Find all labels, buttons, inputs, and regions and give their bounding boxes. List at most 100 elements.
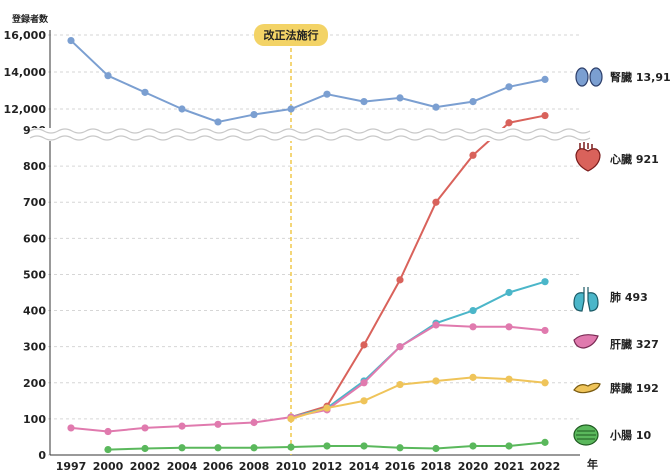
data-point	[541, 111, 549, 120]
series-lung	[287, 278, 549, 421]
data-point	[104, 72, 112, 80]
data-point	[178, 105, 186, 113]
data-point	[287, 443, 295, 451]
tick-labels: 16,00014,00012,0009008007006005004003002…	[4, 29, 561, 472]
data-point	[432, 103, 440, 111]
intestine-icon	[573, 424, 599, 446]
lung-icon	[573, 287, 599, 312]
data-point	[214, 444, 222, 452]
x-tick-label: 2010	[276, 460, 307, 472]
legend-label: 腎臓 13,917	[610, 70, 671, 84]
axis-break-wave-top	[29, 128, 591, 134]
legend-label: 心臓 921	[610, 152, 659, 166]
x-tick-label: 2000	[93, 460, 124, 472]
data-point	[323, 442, 331, 450]
data-point	[141, 88, 149, 96]
data-point	[250, 418, 258, 427]
data-point	[505, 119, 513, 127]
data-point	[541, 326, 549, 335]
y-tick-label: 800	[23, 160, 46, 173]
law-enforcement-annotation: 改正法施行	[254, 24, 328, 455]
data-point	[360, 98, 368, 106]
x-tick-label: 2014	[349, 460, 380, 472]
y-tick-label: 100	[23, 413, 46, 426]
data-point	[287, 105, 295, 113]
data-point	[214, 118, 222, 126]
x-tick-label: 2002	[130, 460, 161, 472]
data-point	[469, 323, 477, 331]
data-point	[396, 380, 404, 389]
data-point	[432, 321, 440, 329]
y-tick-label: 16,000	[4, 29, 47, 42]
data-point	[178, 444, 186, 452]
data-point	[396, 444, 404, 452]
data-point	[360, 379, 368, 387]
data-point	[432, 444, 440, 453]
data-point	[505, 288, 513, 297]
data-point	[505, 375, 513, 383]
gridlines	[48, 30, 580, 456]
y-tick-label: 12,000	[4, 103, 47, 116]
data-point	[323, 90, 331, 98]
x-axis-label: 年	[587, 457, 598, 471]
legend-label: 肺 493	[610, 290, 648, 304]
series-kidney	[67, 36, 549, 126]
data-point	[323, 404, 331, 412]
data-point	[505, 83, 513, 91]
data-point	[104, 427, 112, 436]
y-tick-label: 500	[23, 268, 46, 281]
data-point	[432, 198, 440, 206]
legend-label: 肝臓 327	[610, 337, 659, 351]
x-tick-label: 2021	[494, 460, 525, 472]
data-point	[541, 75, 549, 83]
legend-label: 膵臓 192	[610, 381, 659, 395]
data-point	[432, 377, 440, 385]
data-point	[396, 276, 404, 284]
series-line	[70, 39, 546, 123]
x-tick-label: 2004	[167, 460, 198, 472]
data-point	[505, 323, 513, 331]
data-point	[141, 424, 149, 432]
annotation-badge	[254, 24, 328, 46]
data-point	[469, 373, 477, 381]
data-point	[469, 306, 477, 315]
y-tick-label: 400	[23, 305, 46, 318]
data-point	[469, 151, 477, 159]
series-pancreas	[287, 373, 549, 423]
data-point	[360, 341, 368, 349]
data-point	[250, 444, 258, 452]
series-line	[290, 280, 546, 419]
data-point	[141, 444, 149, 453]
y-tick-label: 0	[38, 449, 46, 462]
y-tick-label: 600	[23, 232, 46, 245]
series-heart	[287, 111, 549, 421]
y-axis-label: 登録者数	[11, 13, 49, 25]
x-tick-label: 2006	[203, 460, 234, 472]
data-point	[178, 422, 186, 430]
y-tick-label: 300	[23, 341, 46, 354]
data-point	[396, 94, 404, 102]
data-point	[360, 397, 368, 405]
pancreas-icon	[573, 382, 601, 394]
data-series	[67, 36, 549, 454]
data-point	[214, 420, 222, 428]
data-point	[469, 98, 477, 106]
data-point	[287, 415, 295, 423]
legend: 腎臓 13,917 心臓 921 肺 493 肝臓 327 膵臓 192 小腸 10	[573, 67, 671, 446]
data-point	[67, 424, 75, 432]
series-intestine	[104, 438, 549, 454]
heart-icon	[575, 142, 601, 172]
x-tick-label: 2008	[239, 460, 270, 472]
series-line	[290, 114, 546, 419]
data-point	[505, 442, 513, 450]
y-tick-label: 700	[23, 196, 46, 209]
data-point	[360, 442, 368, 450]
data-point	[250, 110, 258, 119]
axis-break-wave-bottom	[29, 135, 591, 141]
x-tick-label: 2016	[385, 460, 416, 472]
data-point	[541, 438, 549, 446]
axis-break	[29, 128, 591, 141]
data-point	[469, 442, 477, 450]
data-point	[541, 278, 549, 286]
